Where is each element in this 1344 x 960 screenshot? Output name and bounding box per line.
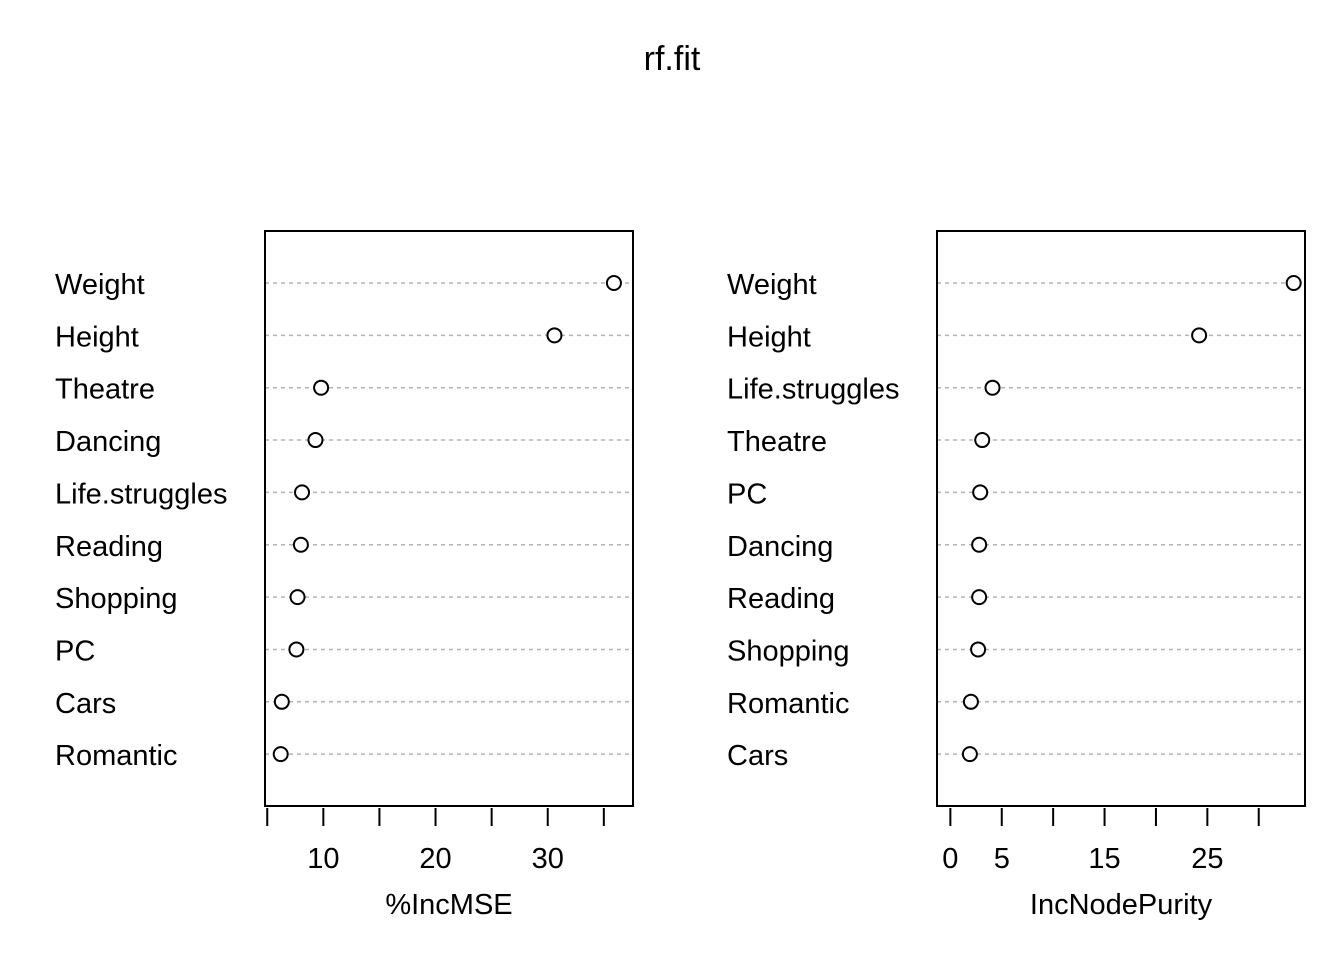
data-point <box>546 327 563 344</box>
data-point <box>971 589 988 606</box>
data-point <box>605 275 622 291</box>
x-axis-label: %IncMSE <box>385 889 512 921</box>
data-point <box>1285 275 1302 291</box>
category-label: PC <box>55 635 95 667</box>
x-axis-label: IncNodePurity <box>1030 889 1213 921</box>
data-point <box>1191 327 1208 344</box>
left-panel-incmse: Weight Height Theatre Dancing Life.struggles… <box>55 230 634 921</box>
x-tick-label: 30 <box>532 843 564 875</box>
category-label: Life.struggles <box>727 374 900 406</box>
data-point <box>272 746 289 763</box>
data-point <box>962 693 979 710</box>
data-point <box>313 379 330 396</box>
data-point <box>971 536 988 553</box>
category-label: Cars <box>727 740 788 772</box>
x-tick-label: 10 <box>307 843 339 875</box>
data-point <box>292 536 309 553</box>
x-tick-label: 20 <box>419 843 451 875</box>
category-label: Dancing <box>55 426 161 458</box>
category-label: Dancing <box>727 531 833 563</box>
data-point <box>288 641 305 658</box>
x-tick-label: 0 <box>942 843 958 875</box>
x-tick-label: 25 <box>1191 843 1223 875</box>
category-label: Weight <box>727 269 817 301</box>
category-label: Cars <box>55 688 116 720</box>
data-point <box>289 589 306 606</box>
category-label: Romantic <box>55 740 178 772</box>
plot-frame <box>264 230 634 807</box>
plot-frame <box>936 230 1306 807</box>
figure-title: rf.fit <box>644 40 701 78</box>
category-label: Height <box>727 321 811 353</box>
category-label: Weight <box>55 269 145 301</box>
category-label: Shopping <box>55 583 178 615</box>
category-label: Theatre <box>727 426 827 458</box>
category-label: PC <box>727 478 767 510</box>
data-point <box>974 432 991 449</box>
right-panel-incnodepurity: Weight Height Life.struggles Theatre PC Danci… <box>727 230 1306 921</box>
category-label: Theatre <box>55 374 155 406</box>
x-tick-label: 5 <box>994 843 1010 875</box>
category-label: Life.struggles <box>55 478 228 510</box>
data-point <box>307 432 324 449</box>
data-point <box>294 484 311 501</box>
category-label: Romantic <box>727 688 850 720</box>
category-label: Reading <box>727 583 835 615</box>
category-label: Height <box>55 321 139 353</box>
data-point <box>273 693 290 710</box>
x-tick-label: 15 <box>1088 843 1120 875</box>
data-point <box>970 641 987 658</box>
category-label: Reading <box>55 531 163 563</box>
category-label: Shopping <box>727 635 850 667</box>
data-point <box>961 746 978 763</box>
data-point <box>984 379 1001 396</box>
data-point <box>972 484 989 501</box>
